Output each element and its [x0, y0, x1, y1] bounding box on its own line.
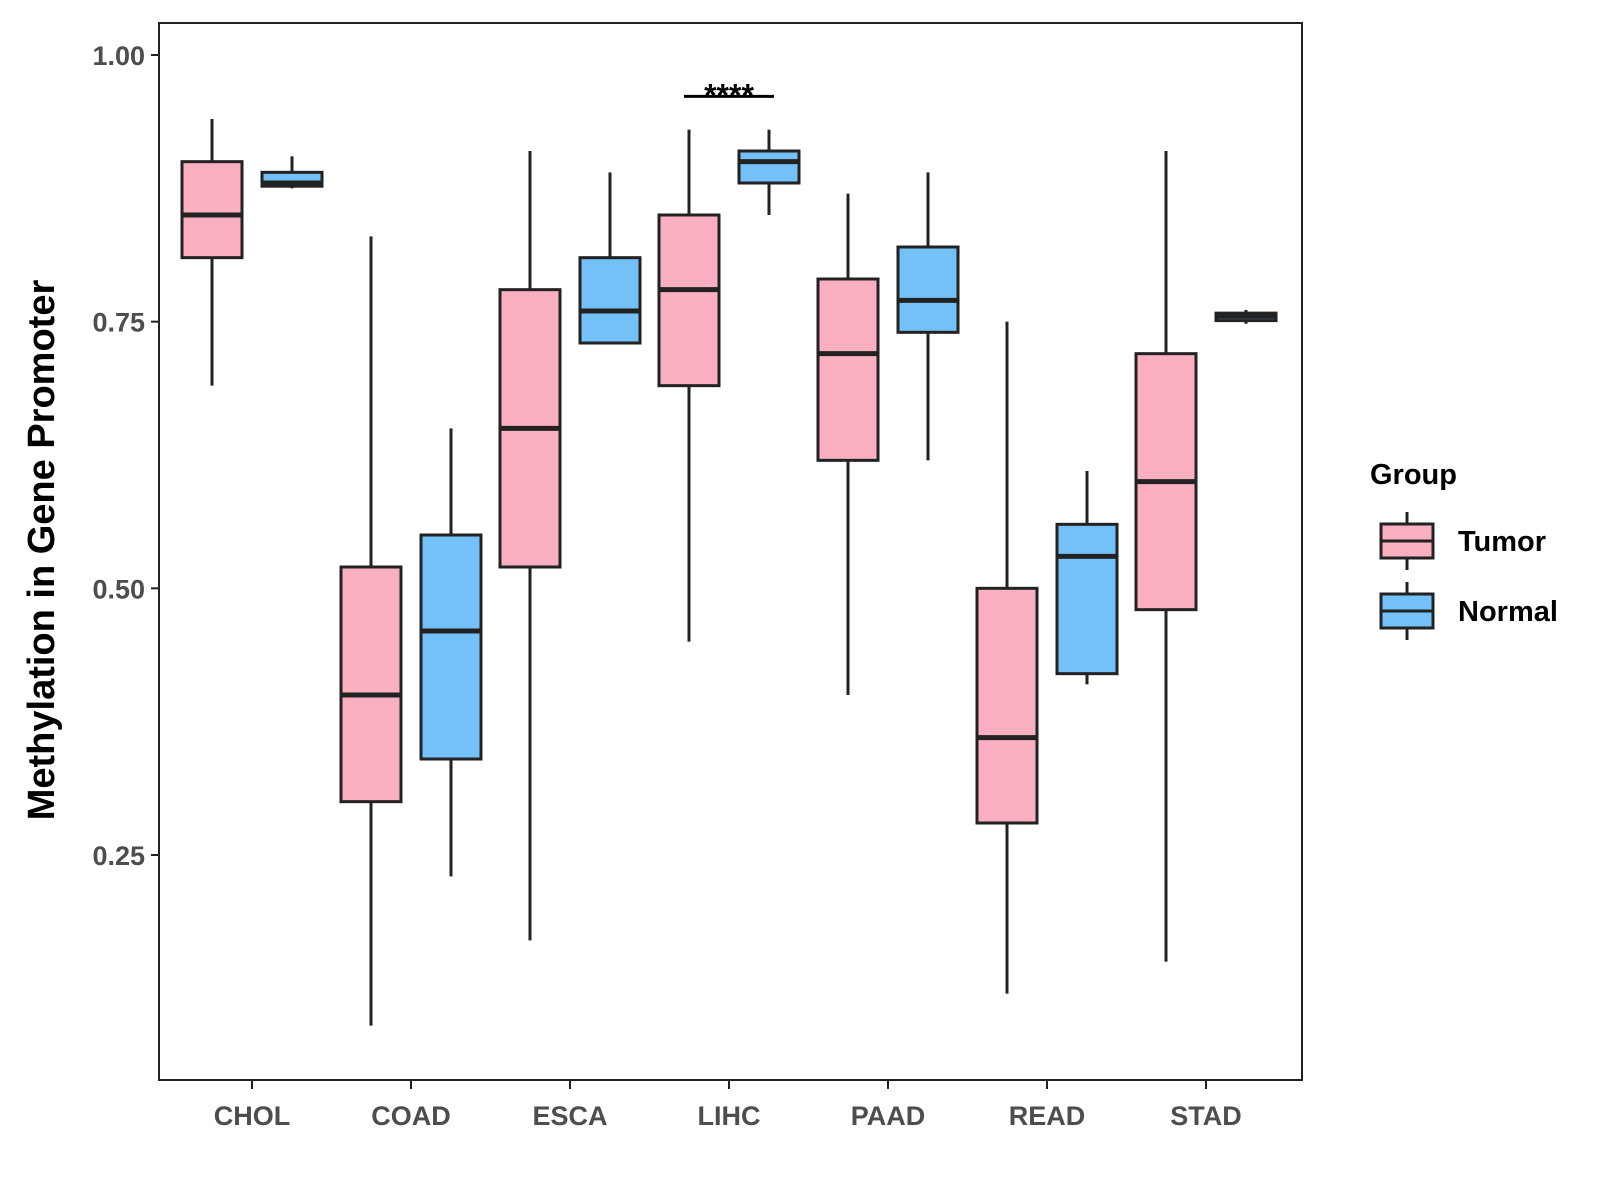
y-axis: 0.25 0.50 0.75 1.00 [92, 41, 159, 871]
iqr-box [657, 213, 721, 388]
annotation-layer: **** [684, 77, 774, 113]
y-axis-title: Methylation in Gene Promoter [21, 280, 63, 821]
box-normal-lihc [737, 129, 801, 215]
iqr-box [578, 256, 642, 345]
legend-title: Group [1370, 459, 1457, 491]
x-tick-label: READ [1009, 1101, 1086, 1131]
x-tick-label: CHOL [214, 1101, 291, 1131]
y-tick-label: 1.00 [92, 41, 145, 71]
y-tick-label: 0.25 [92, 841, 145, 871]
box-tumor-lihc [657, 129, 721, 642]
box-normal-stad [1214, 309, 1278, 324]
significance-label: **** [704, 77, 754, 113]
box-tumor-coad [339, 236, 403, 1026]
box-normal-read [1055, 471, 1119, 685]
box-normal-paad [896, 172, 960, 461]
box-tumor-chol [180, 119, 244, 386]
box-normal-esca [578, 172, 642, 345]
x-axis: CHOL COAD ESCA LIHC PAAD READ STAD [214, 1080, 1242, 1131]
iqr-box [737, 149, 801, 185]
x-tick-label: PAAD [851, 1101, 926, 1131]
box-normal-coad [419, 428, 483, 877]
box-tumor-read [975, 321, 1039, 994]
iqr-box [339, 565, 403, 804]
legend: Group Tumor Normal [1370, 459, 1558, 640]
x-tick-label: COAD [371, 1101, 451, 1131]
box-tumor-paad [816, 193, 880, 695]
iqr-box [419, 533, 483, 761]
box-layer [180, 119, 1278, 1026]
box-tumor-stad [1134, 151, 1198, 962]
iqr-box [180, 160, 244, 260]
legend-item-tumor: Tumor [1379, 512, 1546, 570]
x-tick-label: ESCA [532, 1101, 607, 1131]
y-tick-label: 0.50 [92, 574, 145, 604]
y-tick-label: 0.75 [92, 308, 145, 338]
iqr-box [896, 245, 960, 334]
x-tick-label: STAD [1170, 1101, 1242, 1131]
iqr-box [975, 586, 1039, 825]
box-normal-chol [260, 156, 324, 189]
legend-label: Tumor [1458, 526, 1546, 558]
box-tumor-esca [498, 151, 562, 941]
iqr-box [816, 277, 880, 462]
iqr-box [1055, 522, 1119, 676]
legend-label: Normal [1458, 596, 1558, 628]
plot-panel [158, 22, 1303, 1081]
x-tick-label: LIHC [698, 1101, 761, 1131]
legend-item-normal: Normal [1379, 582, 1558, 640]
